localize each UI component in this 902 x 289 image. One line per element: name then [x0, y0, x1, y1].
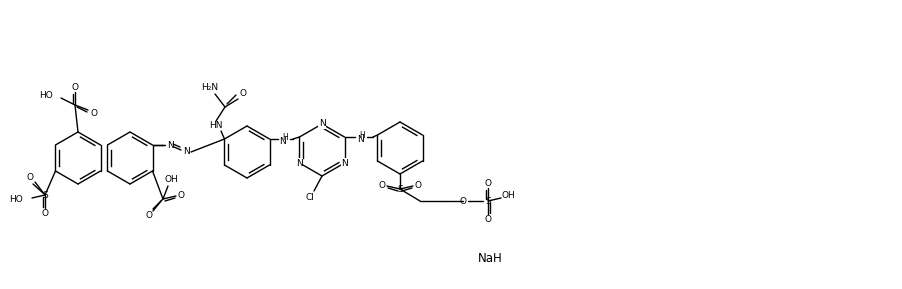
- Text: N: N: [356, 136, 364, 144]
- Text: S: S: [397, 184, 403, 194]
- Text: HN: HN: [209, 121, 223, 131]
- Text: Cl: Cl: [306, 194, 315, 203]
- Text: NaH: NaH: [478, 253, 502, 266]
- Text: O: O: [459, 197, 466, 205]
- Text: O: O: [71, 82, 78, 92]
- Text: HO: HO: [40, 90, 53, 99]
- Text: O: O: [484, 179, 492, 188]
- Text: O: O: [415, 181, 421, 190]
- Text: O: O: [484, 214, 492, 223]
- Text: S: S: [42, 190, 48, 199]
- Text: S: S: [485, 197, 491, 205]
- Text: N: N: [184, 147, 190, 155]
- Text: N: N: [167, 142, 173, 151]
- Text: O: O: [178, 190, 185, 199]
- Text: O: O: [240, 90, 246, 99]
- Text: N: N: [318, 119, 326, 129]
- Text: N: N: [296, 158, 303, 168]
- Text: H: H: [359, 131, 365, 140]
- Text: H₂N: H₂N: [201, 82, 218, 92]
- Text: N: N: [341, 158, 348, 168]
- Text: O: O: [26, 173, 33, 181]
- Text: OH: OH: [164, 175, 178, 184]
- Text: O: O: [41, 208, 49, 218]
- Text: OH: OH: [502, 192, 515, 201]
- Text: O: O: [90, 108, 97, 118]
- Text: H: H: [282, 132, 288, 142]
- Text: O: O: [145, 212, 152, 221]
- Text: N: N: [280, 138, 286, 147]
- Text: O: O: [379, 181, 385, 190]
- Text: HO: HO: [9, 194, 23, 203]
